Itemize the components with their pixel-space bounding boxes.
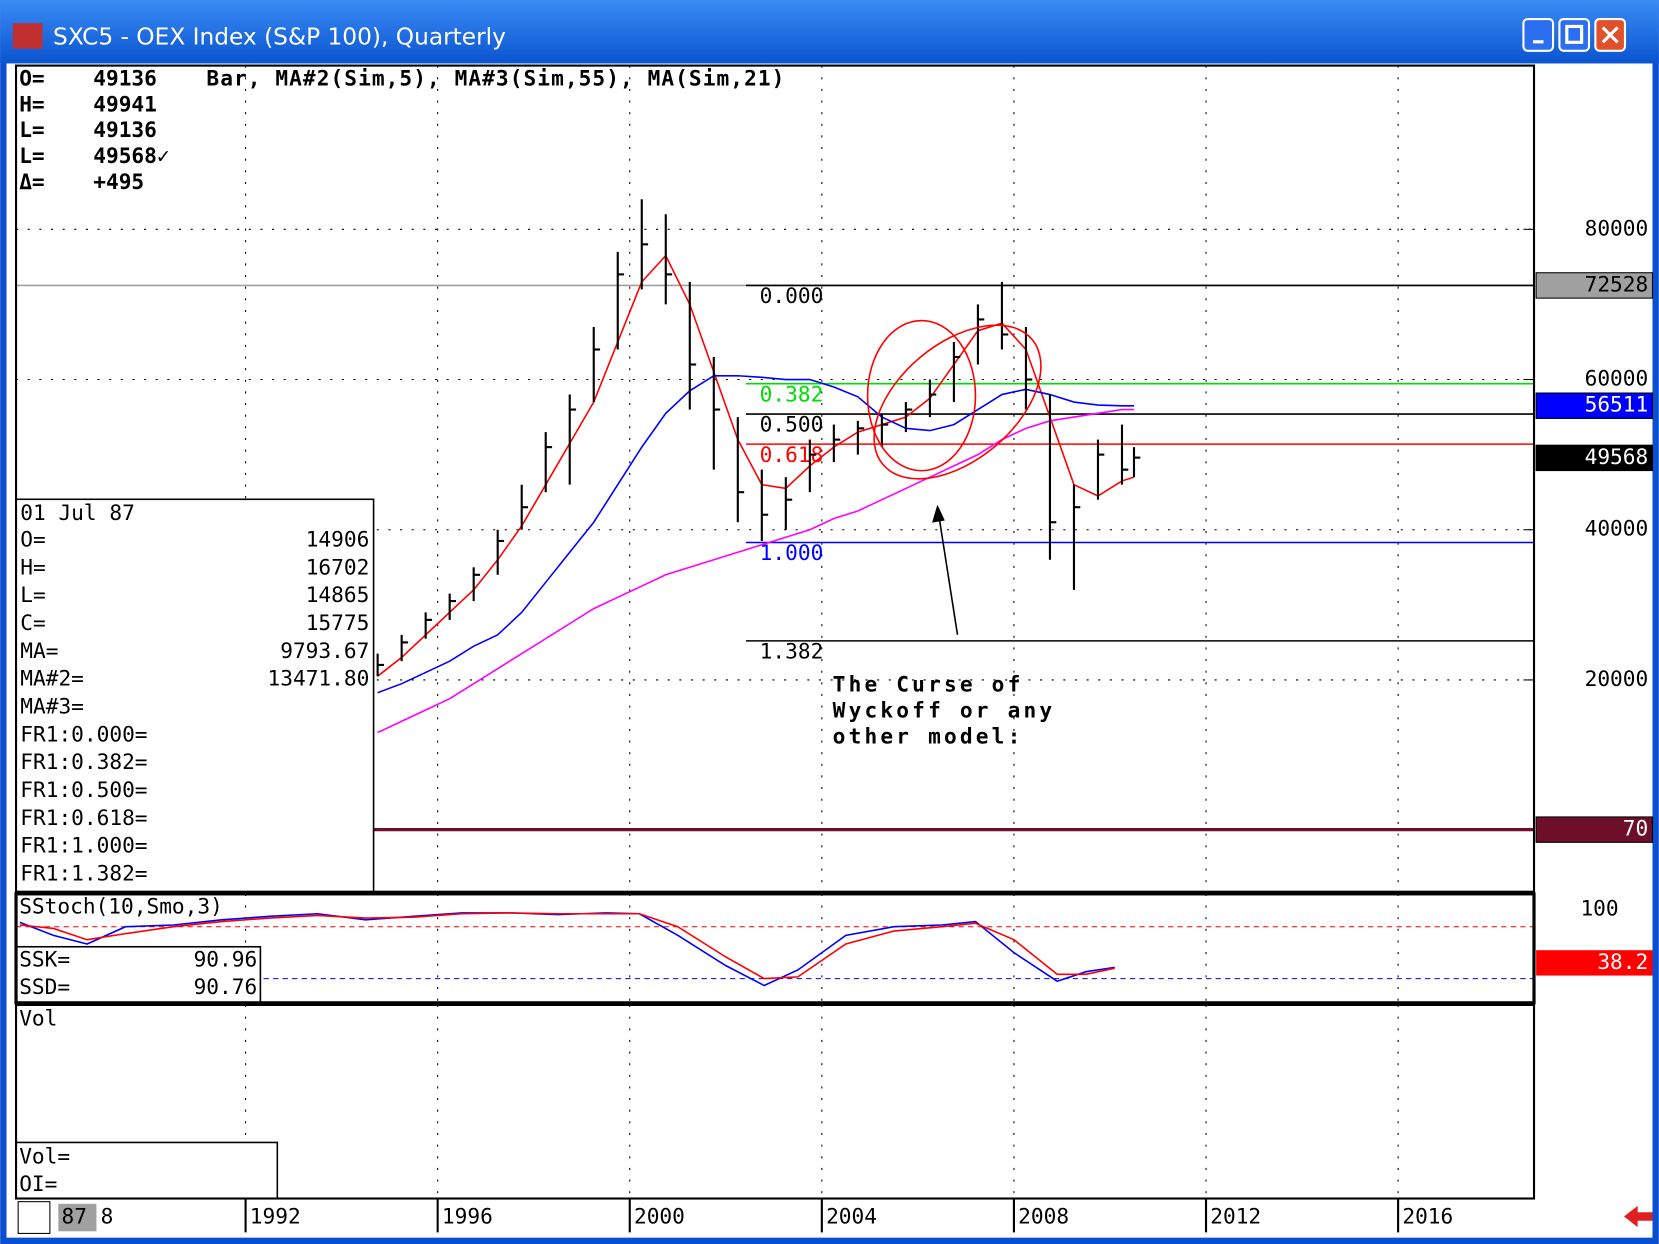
- price-tag-label: 70: [1623, 816, 1648, 841]
- x-tick-label: 2012: [1210, 1204, 1261, 1229]
- fib-label: 1.382: [760, 639, 824, 664]
- minimize-button[interactable]: [1522, 17, 1555, 52]
- x-tick-label: 1992: [250, 1204, 301, 1229]
- cursor-box: [17, 1201, 51, 1234]
- window-title: SXC5 - OEX Index (S&P 100), Quarterly: [53, 24, 506, 51]
- stoch-panel: [14, 892, 1536, 1005]
- moving-average: [377, 374, 1134, 694]
- arrow-head: [932, 504, 945, 523]
- data-label: FR1:0.382=: [20, 749, 147, 774]
- stoch-title: SStoch(10,Smo,3): [19, 894, 223, 919]
- stoch-line: [19, 912, 1115, 987]
- arrow: [937, 512, 959, 635]
- readout-label: Vol=: [19, 1143, 70, 1168]
- y-tick-label: 100: [1580, 895, 1618, 920]
- volume-title: Vol: [19, 1006, 57, 1031]
- volume-panel: [14, 1003, 1536, 1200]
- data-label: C=: [20, 610, 45, 635]
- price-tag-label: 49568: [1585, 444, 1649, 469]
- header-value: 49568✓: [93, 143, 169, 168]
- data-label: FR1:0.618=: [20, 805, 147, 830]
- x-tick-label: 2004: [826, 1204, 877, 1229]
- header-value: 49136: [93, 65, 157, 90]
- minimize-icon: [1532, 40, 1544, 44]
- data-label: H=: [20, 554, 45, 579]
- readout-label: SSK=: [19, 947, 70, 972]
- volume-readout: [15, 1141, 279, 1200]
- x-tick-label: 2000: [634, 1204, 685, 1229]
- highlight-circle: [866, 319, 977, 472]
- readout-label: SSD=: [19, 974, 70, 999]
- fib-label: 0.000: [760, 283, 824, 308]
- moving-average: [377, 408, 1134, 734]
- title-bar: [0, 0, 1659, 64]
- fib-label: 0.382: [760, 381, 824, 406]
- data-label: FR1:0.000=: [20, 721, 147, 746]
- y-tick-label: 20000: [1585, 666, 1649, 691]
- data-value: 15775: [306, 610, 370, 635]
- price-tag-label: 72528: [1585, 271, 1649, 296]
- maximize-button[interactable]: [1558, 17, 1591, 52]
- readout-value: 90.76: [194, 974, 258, 999]
- stoch-readout: [15, 945, 262, 1004]
- data-label: O=: [20, 527, 45, 552]
- x-tick-label: 2016: [1402, 1204, 1453, 1229]
- price-tag-label: 56511: [1585, 392, 1649, 417]
- header-label: O=: [19, 65, 44, 90]
- cursor-date: [58, 1203, 97, 1232]
- maximize-icon: [1565, 24, 1584, 44]
- header-value: 49136: [93, 117, 157, 142]
- header-label: H=: [19, 91, 44, 116]
- highlight-circle: [873, 324, 1042, 480]
- cursor-date-label: 87: [62, 1204, 87, 1229]
- price-tag: [1535, 272, 1654, 299]
- fib-label: 1.000: [760, 540, 824, 565]
- study-list: Bar, MA#2(Sim,5), MA#3(Sim,55), MA(Sim,2…: [206, 65, 785, 90]
- data-label: MA#2=: [20, 666, 84, 691]
- readout-value: 90.96: [194, 947, 258, 972]
- header-label: L=: [19, 143, 44, 168]
- scroll-arrow[interactable]: [1623, 1205, 1653, 1228]
- fib-label: 0.500: [760, 412, 824, 437]
- app-icon: [12, 23, 43, 49]
- data-label: MA=: [20, 638, 58, 663]
- data-label: FR1:1.000=: [20, 833, 147, 858]
- data-label: MA#3=: [20, 693, 84, 718]
- y-tick-label: 40000: [1585, 516, 1649, 541]
- header-value: +495: [93, 169, 144, 194]
- data-label: L=: [20, 582, 45, 607]
- x-tick-label: 1996: [442, 1204, 493, 1229]
- header-label: L=: [19, 117, 44, 142]
- readout-label: OI=: [19, 1171, 57, 1196]
- stoch-tag: [1536, 950, 1653, 976]
- price-tag: [1535, 392, 1654, 419]
- header-value: 49941: [93, 91, 157, 116]
- data-value: 14906: [306, 527, 370, 552]
- price-tag: [1535, 444, 1654, 472]
- data-value: 16702: [306, 554, 370, 579]
- stoch-tag-label: 38.2: [1597, 949, 1648, 974]
- x-tick-label: 8: [101, 1204, 114, 1229]
- data-value: 14865: [306, 582, 370, 607]
- price-panel: [14, 64, 1536, 893]
- stoch-line: [19, 912, 1115, 980]
- close-icon: [1601, 26, 1619, 44]
- data-date: 01 Jul 87: [20, 500, 135, 525]
- x-tick-label: 2008: [1018, 1204, 1069, 1229]
- data-label: FR1:1.382=: [20, 860, 147, 885]
- annotation: Wyckoff or any: [833, 697, 1056, 722]
- price-tag: [1535, 816, 1654, 843]
- data-label: FR1:0.500=: [20, 777, 147, 802]
- annotation: The Curse of: [833, 671, 1024, 696]
- annotation: other model:: [833, 723, 1024, 748]
- y-tick-label: 60000: [1585, 366, 1649, 391]
- data-value: 9793.67: [280, 638, 369, 663]
- data-value: 13471.80: [268, 666, 370, 691]
- data-window: [15, 498, 375, 893]
- plot: 1992 1996 2000 2004 2008 2012 2016 80000 60000 40…: [15, 65, 1654, 1234]
- y-tick-label: 80000: [1585, 215, 1649, 240]
- header-label: Δ=: [19, 169, 44, 194]
